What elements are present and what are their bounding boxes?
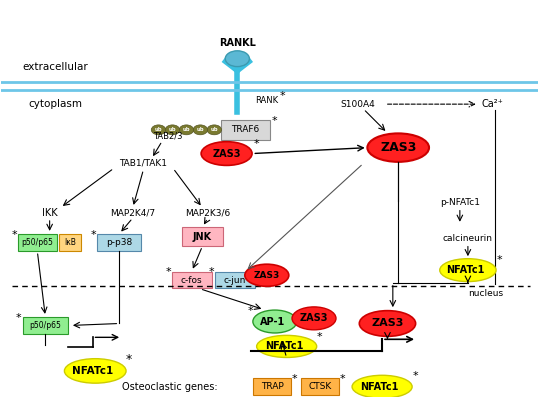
Ellipse shape: [193, 125, 208, 135]
Ellipse shape: [360, 311, 416, 336]
Ellipse shape: [292, 307, 336, 330]
Text: AP-1: AP-1: [260, 316, 285, 326]
Text: NFATc1: NFATc1: [72, 366, 113, 376]
Text: *: *: [247, 306, 253, 316]
Text: *: *: [91, 230, 96, 240]
Text: NFATc1: NFATc1: [265, 341, 303, 351]
Ellipse shape: [165, 125, 179, 135]
Ellipse shape: [352, 375, 412, 398]
Text: *: *: [208, 267, 214, 277]
Text: p50/p65: p50/p65: [22, 238, 53, 247]
Text: nucleus: nucleus: [468, 289, 503, 298]
Text: cytoplasm: cytoplasm: [28, 99, 82, 109]
Text: ZAS3: ZAS3: [380, 141, 417, 154]
Ellipse shape: [207, 125, 222, 135]
Text: extracellular: extracellular: [22, 62, 88, 72]
Text: S100A4: S100A4: [341, 100, 375, 109]
Text: ZAS3: ZAS3: [212, 148, 241, 158]
Text: *: *: [165, 267, 171, 277]
Text: *: *: [12, 230, 18, 240]
Text: RANK: RANK: [255, 96, 278, 105]
Text: TRAP: TRAP: [261, 382, 284, 391]
Text: ZAS3: ZAS3: [254, 271, 280, 280]
Text: ub: ub: [183, 127, 190, 133]
Ellipse shape: [179, 125, 194, 135]
Text: Osteoclastic genes:: Osteoclastic genes:: [122, 382, 218, 392]
Text: *: *: [15, 312, 21, 322]
Text: JNK: JNK: [193, 232, 212, 242]
Text: RANKL: RANKL: [219, 38, 256, 48]
Text: c-jun: c-jun: [224, 275, 246, 285]
FancyBboxPatch shape: [98, 234, 141, 251]
Ellipse shape: [245, 264, 289, 286]
Ellipse shape: [368, 133, 429, 162]
Text: TAB2/3: TAB2/3: [153, 131, 182, 140]
Text: *: *: [340, 374, 345, 384]
Text: TAB1/TAK1: TAB1/TAK1: [120, 159, 168, 168]
Text: *: *: [292, 374, 298, 384]
Ellipse shape: [225, 51, 250, 66]
Text: *: *: [254, 139, 259, 149]
Ellipse shape: [151, 125, 165, 135]
Text: *: *: [412, 371, 418, 381]
FancyBboxPatch shape: [23, 317, 68, 334]
Ellipse shape: [64, 359, 126, 383]
FancyBboxPatch shape: [182, 227, 223, 246]
Text: *: *: [272, 116, 277, 126]
Text: c-fos: c-fos: [181, 275, 203, 285]
Ellipse shape: [257, 336, 317, 357]
FancyBboxPatch shape: [59, 234, 81, 251]
Ellipse shape: [201, 142, 252, 166]
Ellipse shape: [440, 259, 496, 282]
Text: ub: ub: [210, 127, 218, 133]
Text: *: *: [496, 255, 502, 265]
Text: IKK: IKK: [42, 208, 58, 218]
FancyBboxPatch shape: [221, 120, 270, 140]
Text: ZAS3: ZAS3: [371, 318, 404, 328]
Text: calcineurin: calcineurin: [443, 234, 493, 243]
FancyBboxPatch shape: [215, 272, 255, 288]
Text: MAP2K4/7: MAP2K4/7: [110, 208, 155, 217]
Text: NFATc1: NFATc1: [360, 382, 399, 392]
FancyBboxPatch shape: [18, 234, 57, 251]
Ellipse shape: [253, 310, 297, 333]
Text: Ca²⁺: Ca²⁺: [481, 99, 503, 109]
Text: ub: ub: [197, 127, 204, 133]
Text: MAP2K3/6: MAP2K3/6: [185, 208, 231, 217]
FancyBboxPatch shape: [301, 378, 338, 395]
Text: ub: ub: [155, 127, 162, 133]
Text: *: *: [317, 332, 323, 341]
Text: ub: ub: [169, 127, 176, 133]
Text: NFATc1: NFATc1: [446, 265, 485, 275]
Text: p50/p65: p50/p65: [30, 321, 61, 330]
Text: p-NFATc1: p-NFATc1: [440, 199, 480, 207]
FancyBboxPatch shape: [171, 272, 212, 288]
Text: p-p38: p-p38: [106, 238, 133, 247]
Text: IκB: IκB: [64, 238, 76, 247]
Text: CTSK: CTSK: [308, 382, 331, 391]
Text: *: *: [126, 353, 132, 366]
Text: *: *: [280, 91, 286, 101]
FancyBboxPatch shape: [253, 378, 291, 395]
Text: TRAF6: TRAF6: [231, 125, 259, 135]
Text: ZAS3: ZAS3: [300, 313, 328, 323]
